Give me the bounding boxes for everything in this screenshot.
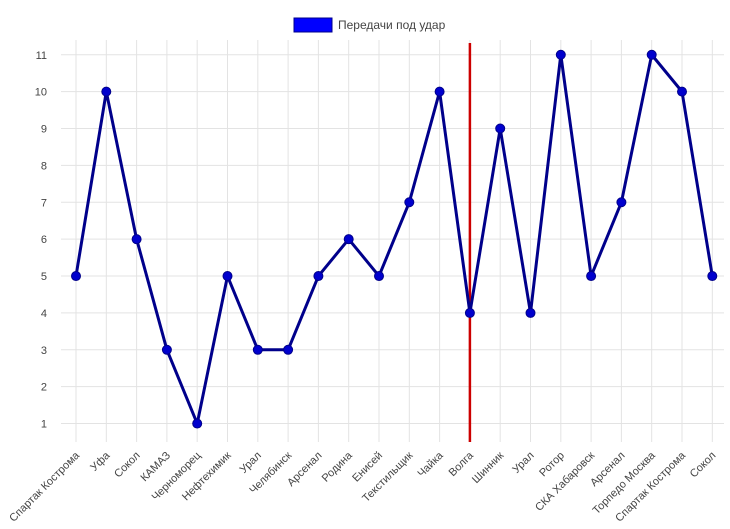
- y-axis-ticks: 1 2 3 4 5 6 7 8 9 10 11: [35, 50, 47, 431]
- x-tick-label: Уфа: [88, 449, 113, 474]
- x-tick-label: Чайка: [415, 449, 446, 480]
- y-tick-label: 3: [41, 345, 47, 357]
- x-axis-ticks: Спартак Кострома Уфа СоколКАМАЗЧерноморецН…: [7, 449, 718, 524]
- x-tick-label: Родина: [320, 449, 356, 485]
- data-point: [343, 234, 354, 245]
- data-point: [71, 271, 81, 282]
- series: [71, 49, 718, 429]
- data-point: [404, 197, 415, 208]
- data-point: [464, 307, 475, 318]
- data-point: [525, 307, 536, 318]
- y-tick-label: 1: [41, 419, 47, 431]
- legend[interactable]: Передачи под удар: [293, 17, 446, 33]
- legend-swatch: [293, 17, 333, 33]
- data-point: [555, 49, 566, 60]
- data-point: [646, 49, 657, 60]
- data-point: [222, 271, 233, 282]
- data-point: [161, 344, 172, 355]
- data-point: [374, 271, 384, 282]
- legend-label: Передачи под удар: [338, 18, 446, 32]
- data-point: [252, 344, 263, 355]
- data-point: [677, 86, 687, 97]
- data-point: [707, 271, 718, 282]
- y-tick-label: 8: [41, 160, 47, 172]
- x-tick-label: Урал: [238, 450, 264, 476]
- data-point: [586, 271, 597, 282]
- x-tick-label: Спартак Кострома: [7, 449, 82, 524]
- data-point: [616, 197, 627, 208]
- data-point: [495, 123, 506, 134]
- data-point: [131, 234, 142, 245]
- y-tick-label: 4: [41, 308, 47, 320]
- y-tick-label: 5: [41, 271, 47, 283]
- x-tick-label: Сокол: [688, 450, 719, 481]
- data-point: [313, 271, 324, 282]
- x-tick-label: Шинник: [470, 450, 506, 486]
- y-tick-label: 10: [35, 87, 47, 99]
- data-point: [192, 418, 203, 429]
- y-tick-label: 11: [36, 50, 47, 62]
- x-tick-label: Урал: [510, 450, 536, 476]
- data-point: [283, 344, 294, 355]
- y-tick-label: 9: [41, 124, 47, 136]
- data-point: [101, 86, 112, 97]
- data-point: [434, 86, 445, 97]
- y-tick-label: 7: [41, 197, 47, 209]
- y-tick-label: 6: [41, 234, 47, 246]
- series-line: [74, 53, 714, 426]
- y-tick-label: 2: [41, 382, 47, 394]
